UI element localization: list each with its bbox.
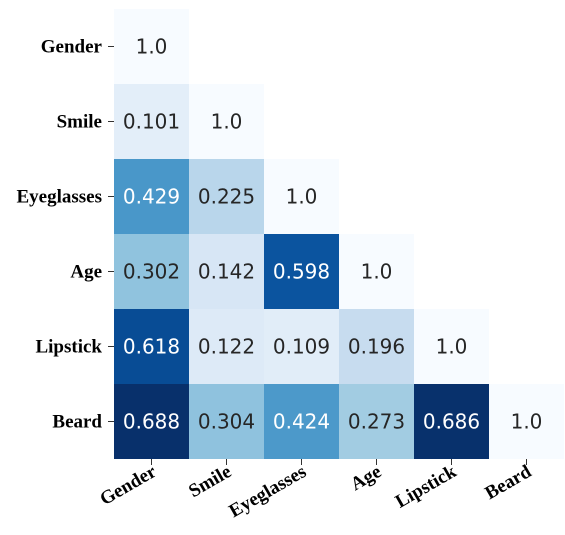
heatmap-cell-beard-beard — [489, 384, 564, 459]
heatmap-cell-age-age — [339, 234, 414, 309]
heatmap-cell-beard-smile — [189, 384, 264, 459]
cell-value-label: 1.0 — [136, 35, 168, 59]
row-label-age: Age — [70, 262, 102, 283]
cell-value-label: 0.273 — [348, 410, 405, 434]
cell-value-label: 0.429 — [123, 185, 180, 209]
heatmap-cell-lipstick-lipstick — [414, 309, 489, 384]
cell-value-label: 0.304 — [198, 410, 255, 434]
cell-value-label: 0.225 — [198, 185, 255, 209]
cell-value-label: 0.598 — [273, 260, 330, 284]
heatmap-cell-smile-gender — [114, 84, 189, 159]
heatmap-cell-eyeglasses-gender — [114, 159, 189, 234]
cell-value-label: 1.0 — [436, 335, 468, 359]
heatmap-cell-smile-smile — [189, 84, 264, 159]
cell-value-label: 0.618 — [123, 335, 180, 359]
cell-value-label: 0.109 — [273, 335, 330, 359]
column-label-smile: Smile — [185, 461, 235, 502]
column-label-gender: Gender — [96, 461, 160, 510]
heatmap-cell-lipstick-age — [339, 309, 414, 384]
cell-value-label: 1.0 — [511, 410, 543, 434]
heatmap-cell-age-gender — [114, 234, 189, 309]
heatmap-cell-lipstick-smile — [189, 309, 264, 384]
heatmap-cell-beard-lipstick — [414, 384, 489, 459]
heatmap-cell-gender-gender — [114, 9, 189, 84]
heatmap-cell-beard-eyeglasses — [264, 384, 339, 459]
column-label-beard: Beard — [482, 461, 536, 504]
row-label-eyeglasses: Eyeglasses — [17, 187, 103, 208]
cell-value-label: 1.0 — [361, 260, 393, 284]
column-label-age: Age — [347, 461, 385, 495]
cell-value-label: 0.122 — [198, 335, 255, 359]
heatmap-cell-beard-gender — [114, 384, 189, 459]
cell-value-label: 0.142 — [198, 260, 255, 284]
cell-value-label: 0.688 — [123, 410, 180, 434]
cell-value-label: 0.196 — [348, 335, 405, 359]
heatmap-cell-eyeglasses-eyeglasses — [264, 159, 339, 234]
cell-value-label: 0.424 — [273, 410, 330, 434]
heatmap-cell-age-smile — [189, 234, 264, 309]
column-label-eyeglasses: Eyeglasses — [225, 461, 310, 522]
cell-value-label: 0.101 — [123, 110, 180, 134]
cell-value-label: 1.0 — [211, 110, 243, 134]
heatmap-cell-beard-age — [339, 384, 414, 459]
heatmap-cell-age-eyeglasses — [264, 234, 339, 309]
row-label-beard: Beard — [52, 412, 102, 433]
column-label-lipstick: Lipstick — [392, 461, 460, 513]
heatmap-cells: 1.0 0.101 1.0 0.429 0.225 1.0 0.302 0.142 0.598 1… — [114, 9, 564, 459]
row-label-smile: Smile — [57, 112, 102, 133]
cell-value-label: 0.686 — [423, 410, 480, 434]
row-label-gender: Gender — [41, 37, 103, 58]
heatmap-cell-lipstick-gender — [114, 309, 189, 384]
cell-value-label: 1.0 — [286, 185, 318, 209]
row-labels: Gender Smile Eyeglasses Age Lipstick Beard — [17, 37, 114, 433]
heatmap-cell-eyeglasses-smile — [189, 159, 264, 234]
heatmap-cell-lipstick-eyeglasses — [264, 309, 339, 384]
row-label-lipstick: Lipstick — [35, 337, 102, 358]
cell-value-label: 0.302 — [123, 260, 180, 284]
